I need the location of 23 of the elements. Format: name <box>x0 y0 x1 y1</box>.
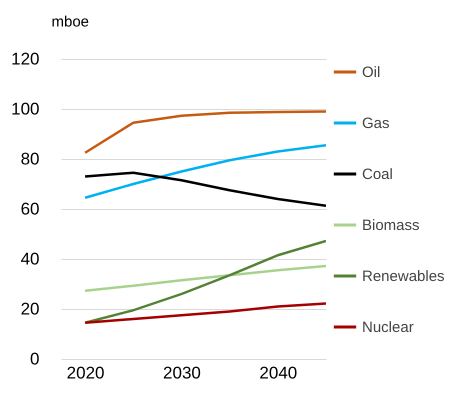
legend-label: Renewables <box>362 268 445 285</box>
legend-label: Coal <box>362 166 393 183</box>
y-axis-title: mboe <box>52 14 90 30</box>
legend-label: Nuclear <box>362 319 414 336</box>
y-tick-label: 0 <box>30 350 40 368</box>
line-series <box>84 264 326 292</box>
line-series <box>84 144 326 199</box>
y-tick-label: 20 <box>20 300 40 318</box>
y-tick-label: 40 <box>20 250 40 268</box>
y-tick-label: 80 <box>20 150 40 168</box>
legend-label: Biomass <box>362 217 420 234</box>
legend-label: Gas <box>362 115 390 132</box>
y-tick-label: 100 <box>11 100 40 118</box>
line-series <box>84 240 326 324</box>
legend-label: Oil <box>362 64 380 81</box>
x-tick-label: 2020 <box>66 364 105 382</box>
x-tick-label: 2030 <box>163 364 201 382</box>
line-series <box>84 302 326 324</box>
y-tick-label: 120 <box>11 50 40 68</box>
line-series <box>84 110 326 154</box>
x-tick-label: 2040 <box>259 364 298 382</box>
y-tick-label: 60 <box>20 200 40 218</box>
line-series <box>84 172 326 207</box>
